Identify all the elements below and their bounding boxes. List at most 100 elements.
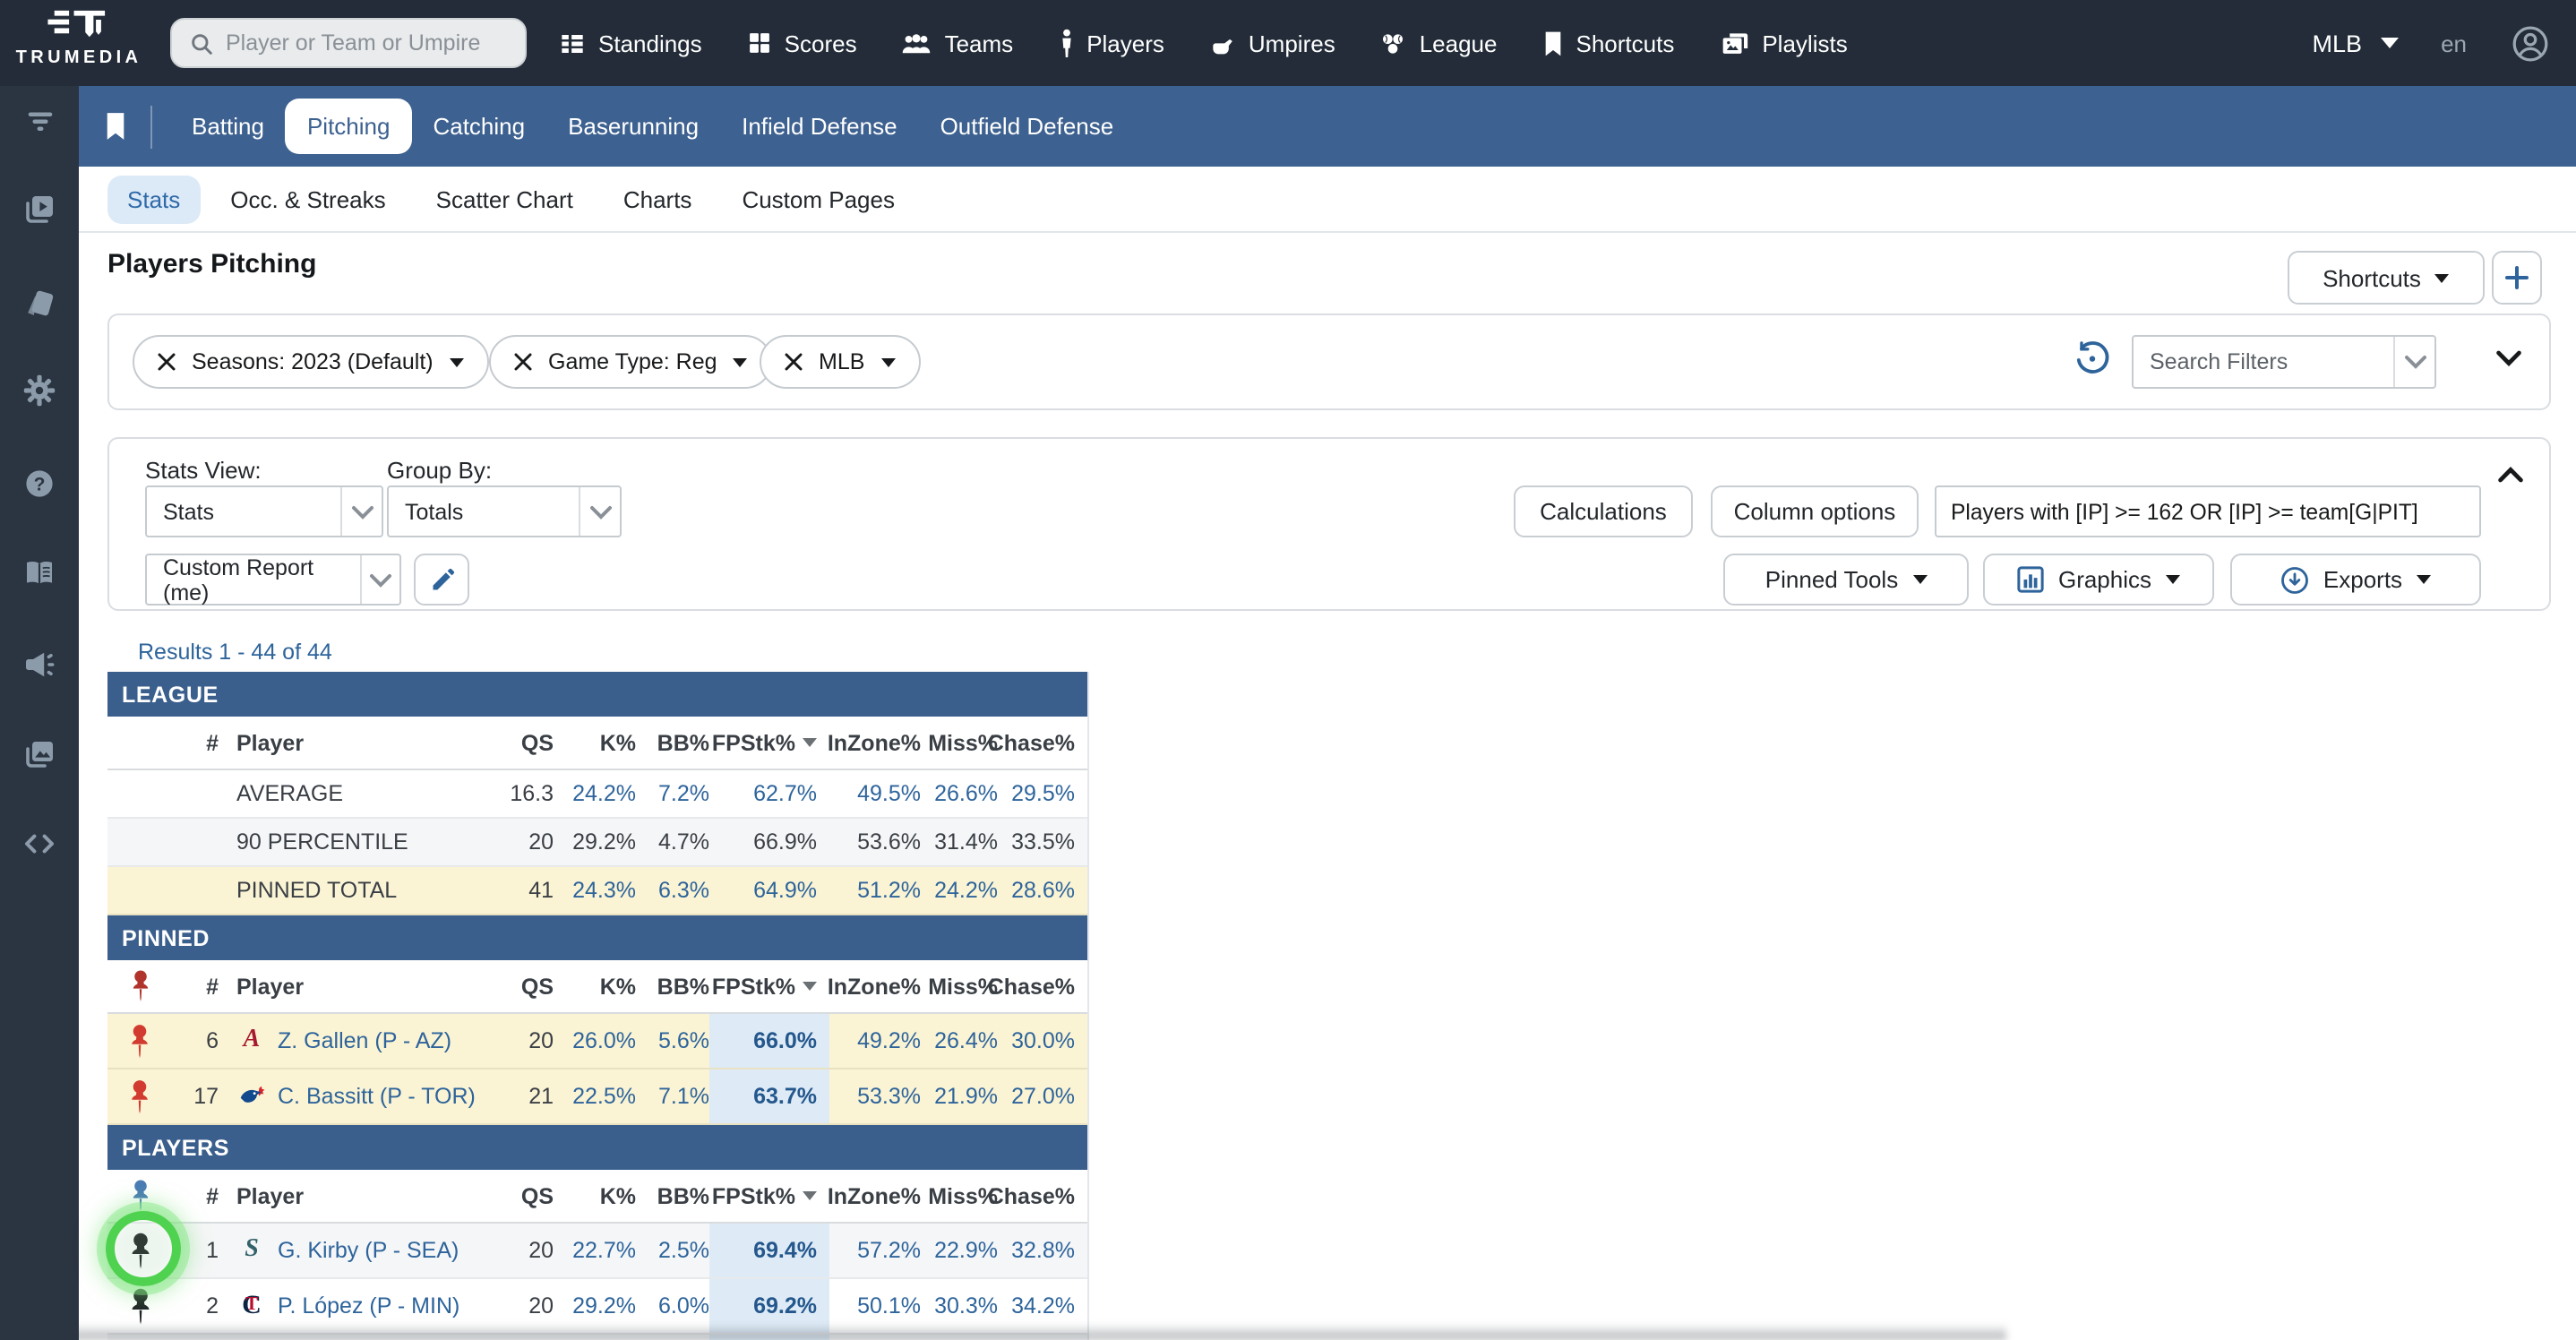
collapse-filters-button[interactable] (2495, 344, 2522, 376)
nav-teams[interactable]: Teams (902, 30, 1013, 56)
nav-standings[interactable]: Standings (559, 30, 702, 56)
tab-batting[interactable]: Batting (192, 113, 264, 140)
select-chevron[interactable] (340, 487, 382, 536)
group-by-select[interactable]: Totals (387, 485, 622, 537)
league-selector[interactable]: MLB (2313, 30, 2399, 56)
calculations-button[interactable]: Calculations (1514, 485, 1693, 537)
col-k[interactable]: K% (599, 1183, 636, 1208)
collapse-controls-button[interactable] (2497, 460, 2524, 493)
remove-filter-icon[interactable] (785, 353, 803, 371)
filter-pill-mlb[interactable]: MLB (760, 335, 921, 389)
tab-custom-pages[interactable]: Custom Pages (742, 185, 895, 212)
tab-catching[interactable]: Catching (433, 113, 526, 140)
unpin-button[interactable] (107, 1014, 172, 1068)
pin-player-button[interactable] (107, 1279, 172, 1333)
remove-filter-icon[interactable] (158, 353, 176, 371)
select-chevron[interactable] (359, 555, 399, 604)
col-bb[interactable]: BB% (657, 730, 709, 755)
player-link[interactable]: G. Kirby (P - SEA) (278, 1238, 459, 1263)
player-link[interactable]: C. Bassitt (P - TOR) (278, 1084, 476, 1109)
player-link[interactable]: Z. Gallen (P - AZ) (278, 1028, 452, 1053)
table-row-pinned-total: PINNED TOTAL 41 24.3% 6.3% 64.9% 51.2% 2… (107, 867, 1087, 915)
embed-code-icon[interactable] (0, 822, 79, 865)
col-rank[interactable]: # (206, 1183, 219, 1208)
edit-report-button[interactable] (414, 554, 469, 606)
col-bb[interactable]: BB% (657, 1183, 709, 1208)
col-inzone[interactable]: InZone% (827, 1183, 921, 1208)
tab-pitching[interactable]: Pitching (285, 99, 412, 154)
col-miss[interactable]: Miss% (928, 730, 998, 755)
col-chase[interactable]: Chase% (987, 730, 1075, 755)
add-shortcut-button[interactable] (2492, 251, 2542, 305)
nav-playlists[interactable]: Playlists (1719, 30, 1848, 56)
col-rank[interactable]: # (206, 730, 219, 755)
results-count[interactable]: Results 1 - 44 of 44 (138, 640, 332, 665)
player-link[interactable]: P. López (P - MIN) (278, 1293, 460, 1319)
graphics-button[interactable]: Graphics (1983, 554, 2214, 606)
column-options-button[interactable]: Column options (1711, 485, 1919, 537)
col-qs[interactable]: QS (520, 1183, 554, 1208)
filter-pill-label: Game Type: Reg (548, 349, 717, 374)
language-selector[interactable]: en (2441, 30, 2467, 56)
sort-desc-icon (803, 982, 817, 991)
tab-charts[interactable]: Charts (623, 185, 692, 212)
col-qs[interactable]: QS (520, 730, 554, 755)
gear-icon[interactable] (0, 369, 79, 412)
pinned-tools-button[interactable]: Pinned Tools (1723, 554, 1969, 606)
col-rank[interactable]: # (206, 974, 219, 999)
col-player[interactable]: Player (236, 730, 305, 755)
help-icon[interactable]: ? (0, 462, 79, 505)
filter-pill-game-type[interactable]: Game Type: Reg (489, 335, 773, 389)
tab-outfield-defense[interactable]: Outfield Defense (940, 113, 1114, 140)
nav-scores[interactable]: Scores (747, 30, 857, 56)
global-search-input[interactable] (226, 30, 494, 56)
col-fpstk-sorted[interactable]: FPStk% (709, 1170, 829, 1222)
trumedia-logo[interactable]: TRUMEDIA (7, 4, 150, 82)
nav-umpires[interactable]: Umpires (1209, 30, 1335, 56)
col-fpstk-sorted[interactable]: FPStk% (709, 960, 829, 1012)
avatar-icon[interactable] (2510, 22, 2551, 64)
nav-league[interactable]: League (1380, 30, 1498, 56)
tab-scatter-chart[interactable]: Scatter Chart (435, 185, 573, 212)
media-gallery-icon[interactable] (0, 733, 79, 776)
col-chase[interactable]: Chase% (987, 1183, 1075, 1208)
tab-baserunning[interactable]: Baserunning (568, 113, 700, 140)
filter-pill-seasons[interactable]: Seasons: 2023 (Default) (133, 335, 489, 389)
player-filter-expression-input[interactable] (1935, 485, 2481, 537)
bookmark-button[interactable] (79, 111, 150, 142)
filter-icon[interactable] (0, 99, 79, 142)
nav-players[interactable]: Players (1058, 29, 1164, 57)
tab-occ-streaks[interactable]: Occ. & Streaks (230, 185, 386, 212)
flashcards-icon[interactable] (0, 283, 79, 326)
col-qs[interactable]: QS (520, 974, 554, 999)
col-player[interactable]: Player (236, 974, 305, 999)
col-k[interactable]: K% (599, 730, 636, 755)
megaphone-icon[interactable] (0, 643, 79, 686)
nav-shortcuts[interactable]: Shortcuts (1542, 30, 1674, 56)
global-search[interactable] (170, 18, 527, 68)
tab-stats[interactable]: Stats (107, 175, 201, 223)
col-k[interactable]: K% (599, 974, 636, 999)
search-filters-select[interactable] (2132, 335, 2436, 389)
col-fpstk-sorted[interactable]: FPStk% (709, 717, 829, 769)
exports-button[interactable]: Exports (2230, 554, 2481, 606)
col-miss[interactable]: Miss% (928, 974, 998, 999)
search-filters-input[interactable] (2150, 349, 2365, 374)
unpin-button[interactable] (107, 1069, 172, 1123)
remove-filter-icon[interactable] (514, 353, 532, 371)
tab-infield-defense[interactable]: Infield Defense (742, 113, 897, 140)
glossary-book-icon[interactable] (0, 552, 79, 595)
col-player[interactable]: Player (236, 1183, 305, 1208)
col-inzone[interactable]: InZone% (827, 730, 921, 755)
select-chevron[interactable] (2393, 337, 2434, 387)
video-playlists-icon[interactable] (0, 188, 79, 231)
col-miss[interactable]: Miss% (928, 1183, 998, 1208)
col-bb[interactable]: BB% (657, 974, 709, 999)
shortcuts-dropdown-button[interactable]: Shortcuts (2288, 251, 2485, 305)
col-inzone[interactable]: InZone% (827, 974, 921, 999)
stats-view-select[interactable]: Stats (145, 485, 383, 537)
col-chase[interactable]: Chase% (987, 974, 1075, 999)
select-chevron[interactable] (579, 487, 620, 536)
custom-report-select[interactable]: Custom Report (me) (145, 554, 401, 606)
filter-history-button[interactable] (2073, 339, 2112, 387)
